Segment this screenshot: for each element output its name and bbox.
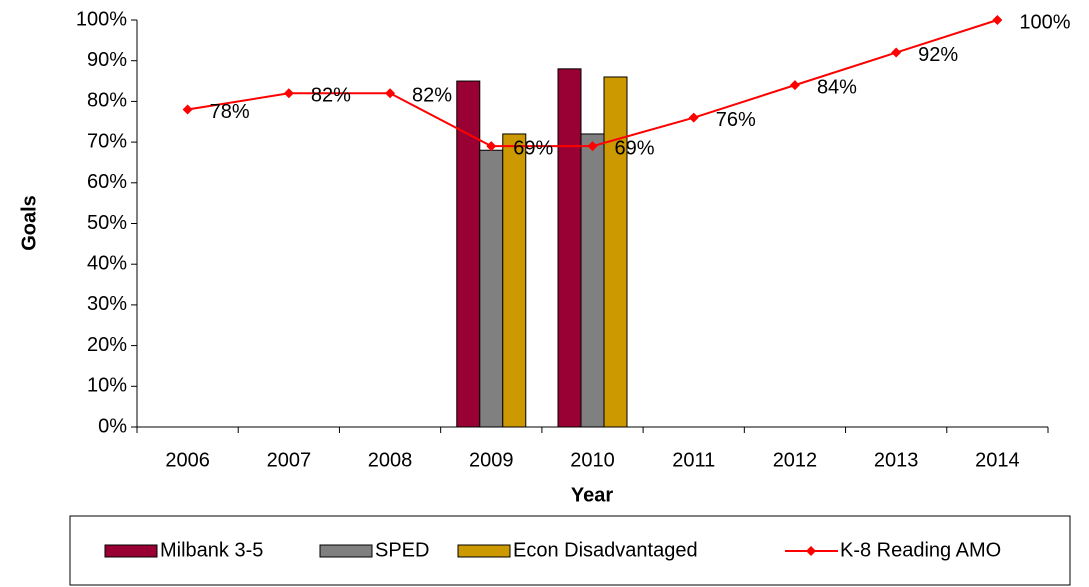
y-tick-label: 20% (87, 334, 127, 356)
data-label: 76% (716, 109, 756, 131)
line-marker (891, 47, 902, 58)
y-tick-label: 70% (87, 130, 127, 152)
y-tick-label: 80% (87, 90, 127, 112)
y-tick-label: 60% (87, 171, 127, 193)
line-marker (486, 141, 497, 152)
line-marker (688, 112, 699, 123)
bar (580, 133, 605, 428)
bar (502, 133, 527, 428)
line-marker (789, 80, 800, 91)
x-axis-label: Year (571, 484, 613, 506)
bar (456, 80, 481, 428)
legend-label: Econ Disadvantaged (513, 539, 698, 561)
line-marker (182, 104, 193, 115)
legend-marker (806, 546, 816, 556)
y-tick-label: 100% (76, 8, 127, 30)
data-label: 92% (918, 44, 958, 66)
y-axis-label: Goals (18, 195, 40, 251)
bar (603, 76, 628, 428)
y-tick-label: 50% (87, 212, 127, 234)
legend-swatch (319, 544, 373, 558)
line-marker (385, 88, 396, 99)
line-marker (992, 15, 1003, 25)
y-tick-label: 10% (87, 375, 127, 397)
data-label: 78% (210, 101, 250, 123)
data-label: 82% (412, 85, 452, 107)
x-tick-label: 2014 (975, 449, 1020, 471)
legend-label: K-8 Reading AMO (840, 539, 1001, 561)
x-tick-label: 2006 (165, 449, 210, 471)
line (187, 19, 998, 148)
x-tick-label: 2007 (267, 449, 312, 471)
bar (479, 149, 504, 428)
legend-label: SPED (375, 539, 429, 561)
line-marker (587, 141, 598, 152)
x-tick-label: 2008 (368, 449, 413, 471)
x-tick-label: 2009 (469, 449, 514, 471)
data-label: 69% (513, 137, 553, 159)
x-tick-label: 2013 (874, 449, 919, 471)
y-tick-label: 40% (87, 252, 127, 274)
x-tick-label: 2010 (570, 449, 615, 471)
data-label: 84% (817, 76, 857, 98)
line-marker (283, 88, 294, 99)
data-label: 100% (1019, 11, 1070, 33)
legend-swatch (457, 544, 511, 558)
data-label: 82% (311, 85, 351, 107)
legend-label: Milbank 3-5 (160, 539, 263, 561)
legend-box (69, 515, 1071, 586)
y-tick-label: 30% (87, 293, 127, 315)
y-tick-label: 0% (98, 415, 127, 437)
y-tick-label: 90% (87, 49, 127, 71)
bar (557, 68, 582, 428)
x-tick-label: 2012 (773, 449, 818, 471)
legend-swatch (104, 544, 158, 558)
x-tick-label: 2011 (672, 449, 715, 471)
data-label: 69% (615, 137, 655, 159)
